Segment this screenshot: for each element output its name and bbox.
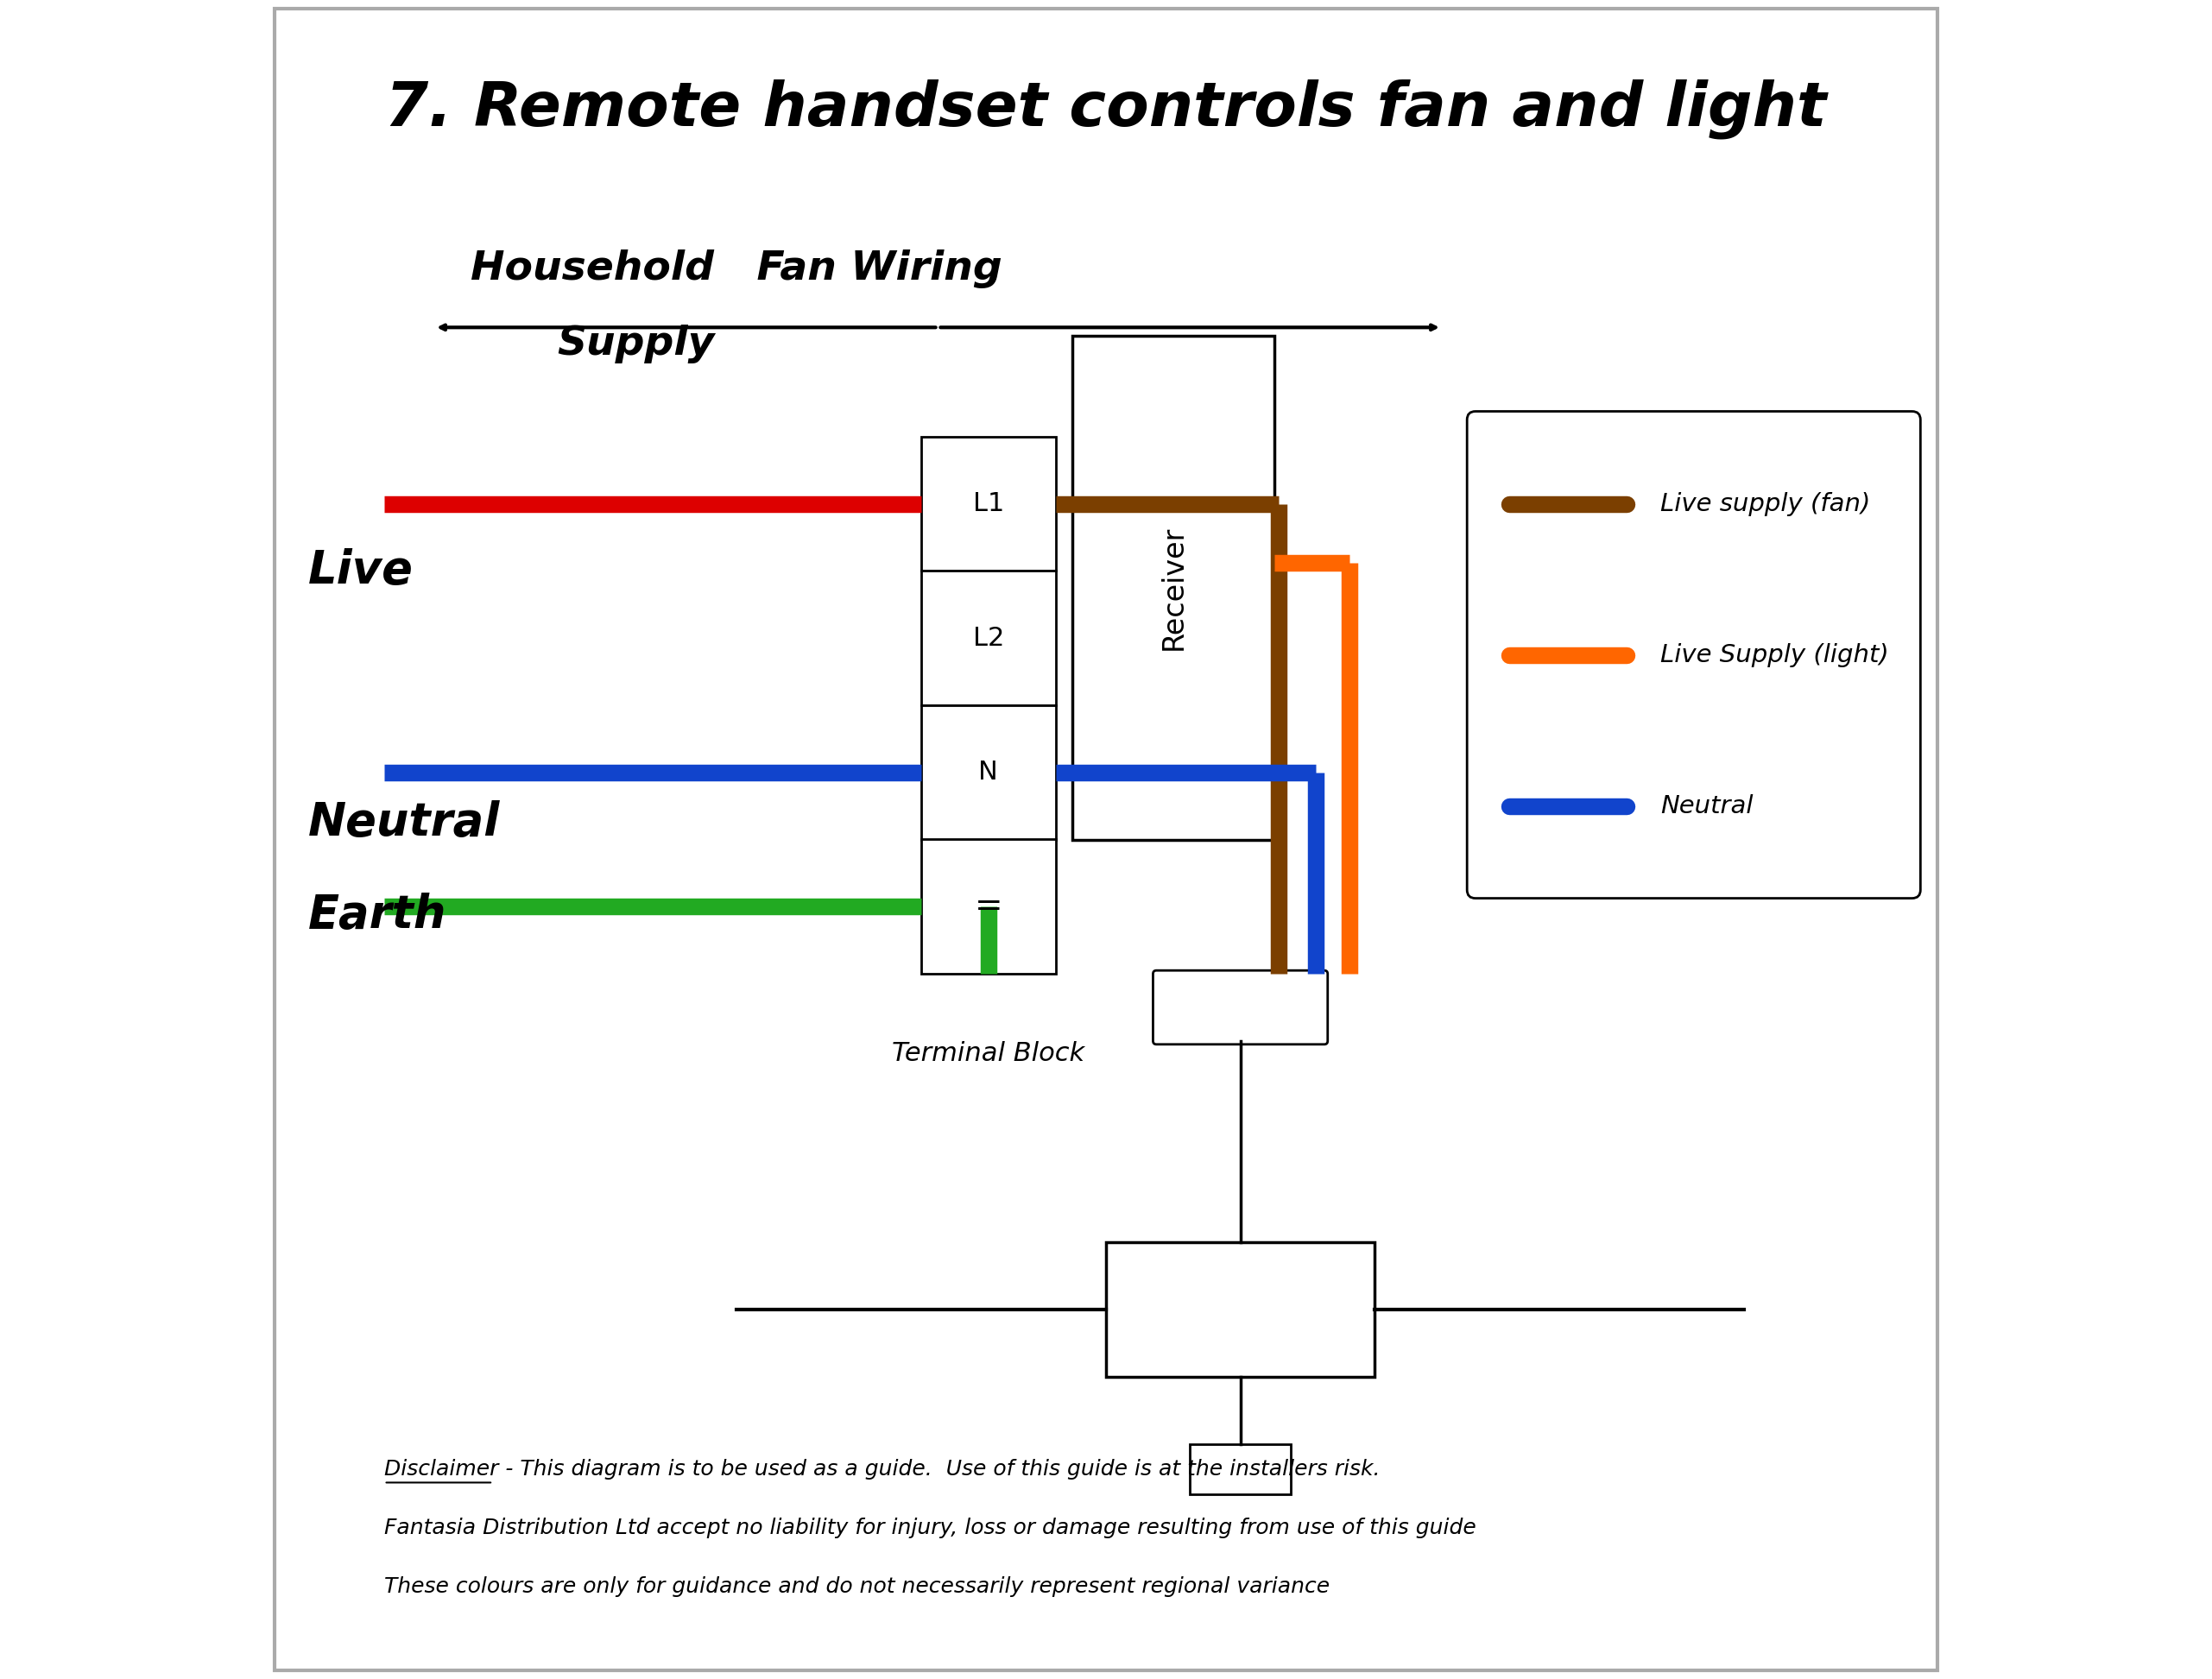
Text: =: = [973,890,1002,923]
Text: Neutral: Neutral [1661,794,1752,818]
FancyBboxPatch shape [1467,411,1920,898]
Text: Live Supply (light): Live Supply (light) [1661,643,1889,667]
Text: Disclaimer - This diagram is to be used as a guide.  Use of this guide is at the: Disclaimer - This diagram is to be used … [385,1459,1380,1479]
Bar [1106,1242,1374,1377]
Text: N: N [978,761,998,784]
Text: 7. Remote handset controls fan and light: 7. Remote handset controls fan and light [385,79,1827,139]
Bar [920,705,1055,840]
Text: Live: Live [307,549,414,593]
Bar [920,840,1055,974]
Bar [920,437,1055,571]
Text: Receiver: Receiver [1159,526,1188,650]
Text: L2: L2 [973,626,1004,650]
Text: Terminal Block: Terminal Block [891,1041,1084,1066]
Bar [920,571,1055,705]
Text: L1: L1 [973,492,1004,515]
Text: These colours are only for guidance and do not necessarily represent regional va: These colours are only for guidance and … [385,1577,1329,1597]
Bar [1073,336,1274,840]
Text: Fantasia Distribution Ltd accept no liability for injury, loss or damage resulti: Fantasia Distribution Ltd accept no liab… [385,1518,1475,1538]
FancyBboxPatch shape [1152,970,1327,1044]
Text: Earth: Earth [307,893,447,937]
Text: Neutral: Neutral [307,801,500,845]
Bar [1190,1444,1292,1494]
Text: Household   Fan Wiring: Household Fan Wiring [471,248,1002,289]
Text: Supply: Supply [557,324,714,364]
Text: Live supply (fan): Live supply (fan) [1661,492,1871,515]
